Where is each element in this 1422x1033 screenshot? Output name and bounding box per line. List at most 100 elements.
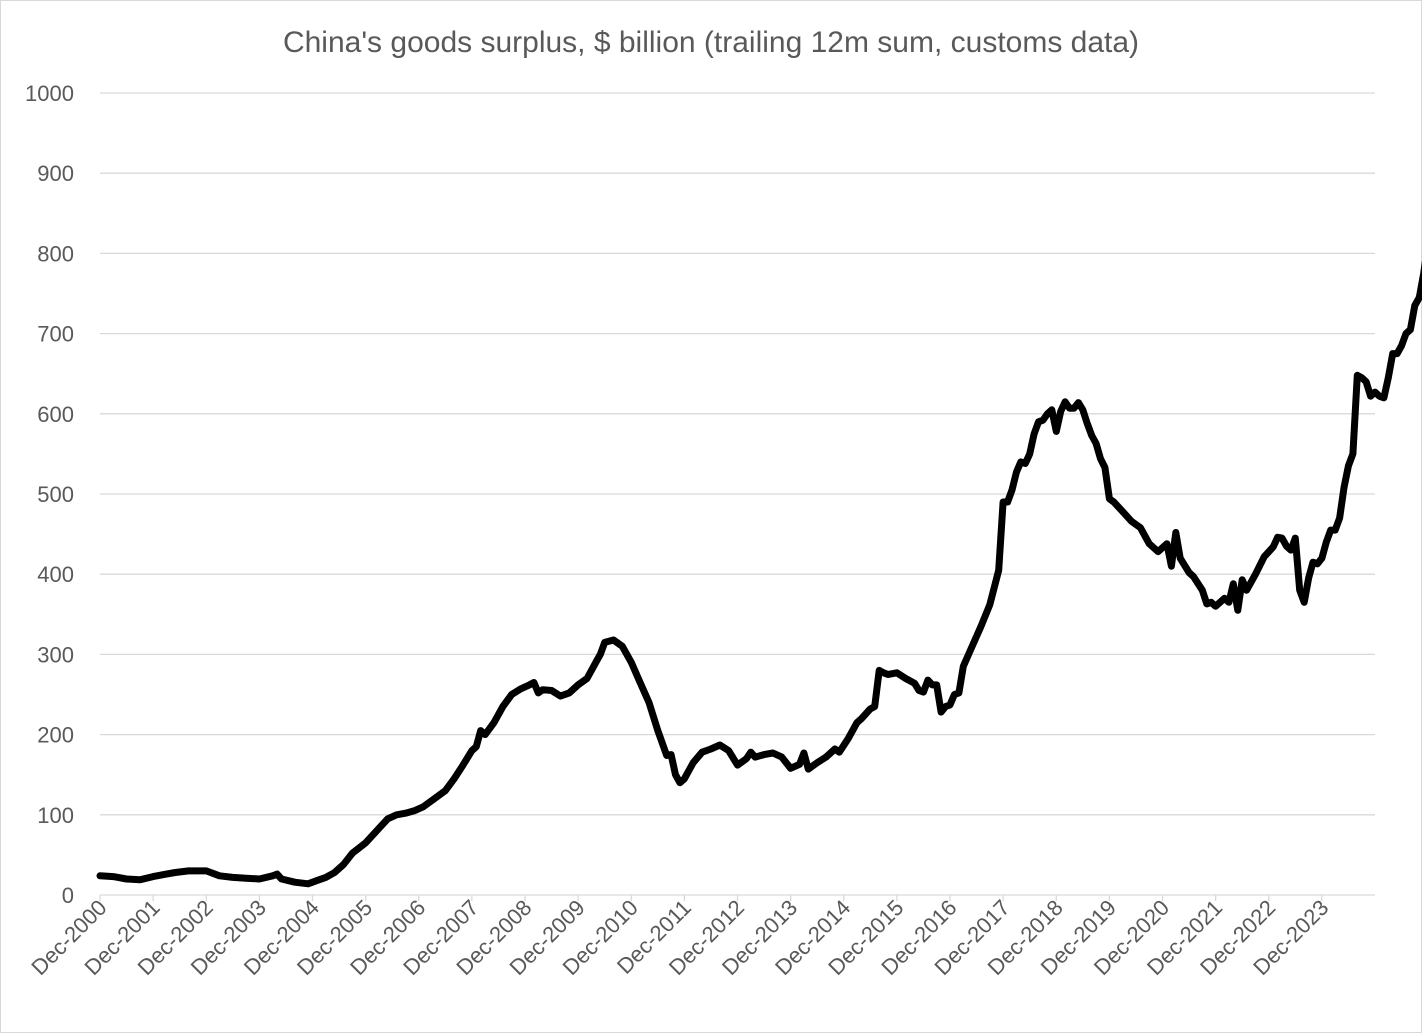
data-point — [710, 748, 712, 750]
data-point — [1104, 467, 1106, 469]
data-point — [874, 706, 876, 708]
data-point — [1325, 541, 1327, 543]
data-point — [648, 702, 650, 704]
data-point — [692, 762, 694, 764]
data-point — [1263, 556, 1265, 558]
data-point — [613, 639, 615, 641]
data-point — [679, 782, 681, 784]
data-point — [604, 641, 606, 643]
data-point — [621, 645, 623, 647]
data-point — [683, 778, 685, 780]
data-point — [152, 876, 154, 878]
data-point — [599, 653, 601, 655]
data-point — [595, 661, 597, 663]
data-point — [1370, 395, 1372, 397]
data-point — [1100, 458, 1102, 460]
data-point — [1414, 305, 1416, 307]
data-point — [126, 878, 128, 880]
data-point — [537, 692, 539, 694]
y-tick-label: 500 — [37, 482, 74, 507]
data-point — [258, 878, 260, 880]
data-point — [754, 756, 756, 758]
data-point — [861, 718, 863, 720]
data-point — [1418, 297, 1420, 299]
data-point — [1210, 601, 1212, 603]
data-point — [666, 755, 668, 757]
data-point — [165, 873, 167, 875]
y-tick-label: 1000 — [25, 81, 74, 106]
data-point — [1042, 419, 1044, 421]
data-point — [905, 678, 907, 680]
data-point — [949, 704, 951, 706]
y-tick-label: 900 — [37, 161, 74, 186]
data-point — [1383, 397, 1385, 399]
data-point — [728, 750, 730, 752]
series-line — [96, 260, 1422, 888]
data-point — [1091, 435, 1093, 437]
data-point — [1073, 407, 1075, 409]
data-point — [453, 778, 455, 780]
y-tick-label: 200 — [37, 723, 74, 748]
data-point — [1224, 597, 1226, 599]
data-point — [1166, 543, 1168, 545]
data-point — [675, 774, 677, 776]
y-axis-tick-labels: 0 100 200 300 400 500 600 700 800 900 1000 — [25, 81, 74, 908]
data-point — [1157, 551, 1159, 553]
data-point — [1290, 549, 1292, 551]
data-point — [781, 756, 783, 758]
data-point — [799, 763, 801, 765]
data-point — [1029, 453, 1031, 455]
data-point — [378, 827, 380, 829]
data-point — [493, 722, 495, 724]
data-point — [1241, 579, 1243, 581]
series-layer — [96, 260, 1422, 888]
data-point — [953, 694, 955, 696]
data-point — [577, 684, 579, 686]
data-point — [1361, 377, 1363, 379]
data-point — [1237, 609, 1239, 611]
data-point — [1409, 329, 1411, 331]
data-point — [480, 730, 482, 732]
y-tick-label: 800 — [37, 241, 74, 266]
data-point — [701, 751, 703, 753]
data-point — [294, 881, 296, 883]
data-point — [387, 818, 389, 820]
data-point — [1365, 381, 1367, 383]
data-point — [1308, 577, 1310, 579]
data-point — [807, 768, 809, 770]
data-point — [1347, 465, 1349, 467]
data-point — [1139, 527, 1141, 529]
data-point — [1024, 463, 1026, 465]
y-tick-label: 700 — [37, 322, 74, 347]
data-point — [1175, 532, 1177, 534]
data-point — [1122, 511, 1124, 513]
data-point — [1387, 377, 1389, 379]
data-point — [1286, 545, 1288, 547]
data-point — [1378, 395, 1380, 397]
data-point — [422, 806, 424, 808]
gridlines — [100, 92, 1375, 896]
y-tick-label: 300 — [37, 642, 74, 667]
data-point — [1188, 572, 1190, 574]
data-point — [1060, 410, 1062, 412]
data-point — [940, 711, 942, 713]
data-point — [511, 694, 513, 696]
data-point — [918, 690, 920, 692]
y-tick-label: 0 — [62, 883, 74, 908]
data-point — [205, 870, 207, 872]
data-point — [1232, 583, 1234, 585]
data-point — [1064, 401, 1066, 403]
data-point — [484, 734, 486, 736]
data-point — [816, 762, 818, 764]
data-point — [1316, 563, 1318, 565]
data-point — [847, 738, 849, 740]
data-point — [931, 684, 933, 686]
data-point — [1277, 536, 1279, 538]
data-point — [927, 679, 929, 681]
data-point — [657, 730, 659, 732]
data-point — [1011, 489, 1013, 491]
x-axis-tick-labels: Dec-2000Dec-2001Dec-2002Dec-2003Dec-2004… — [26, 895, 1333, 980]
data-point — [1392, 353, 1394, 355]
data-point — [1069, 407, 1071, 409]
data-point — [1330, 529, 1332, 531]
